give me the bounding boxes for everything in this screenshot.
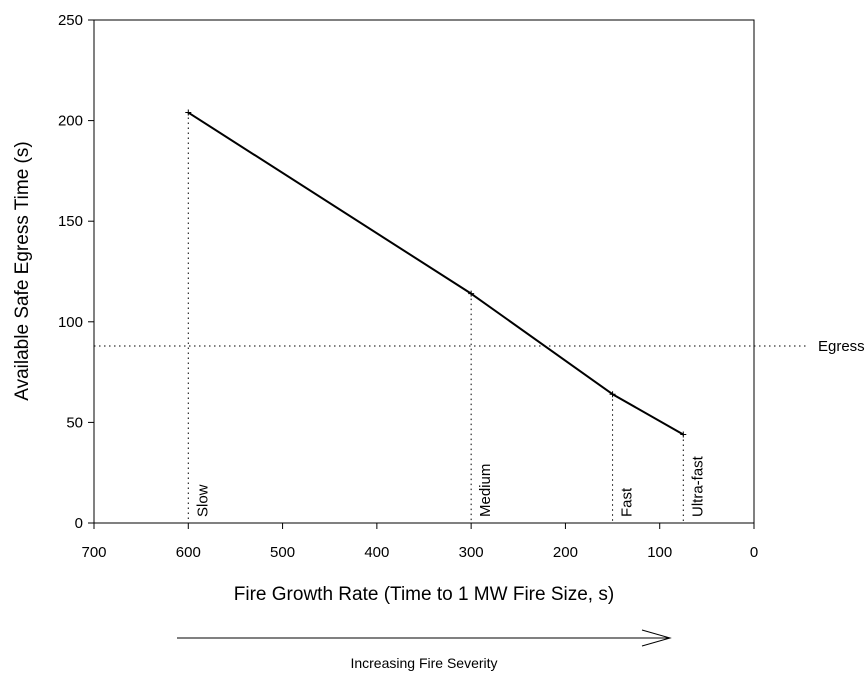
y-tick-label: 0 <box>75 515 83 532</box>
reference-lines: Egress Time <box>94 338 868 355</box>
plot-area-frame <box>93 19 755 524</box>
y-tick-label: 200 <box>58 113 83 130</box>
point-label: Medium <box>477 464 494 517</box>
y-axis-title: Available Safe Egress Time (s) <box>12 141 33 400</box>
point-label: Ultra-fast <box>689 455 706 517</box>
point-label: Slow <box>194 484 211 517</box>
x-tick-label: 500 <box>270 544 295 561</box>
x-tick-label: 0 <box>750 544 758 561</box>
x-tick-label: 700 <box>81 544 106 561</box>
data-point <box>185 109 192 116</box>
x-tick-label: 600 <box>176 544 201 561</box>
y-tick-label: 100 <box>58 314 83 331</box>
series-line <box>187 111 684 436</box>
severity-arrow <box>177 629 672 647</box>
y-tick-label: 250 <box>58 12 83 29</box>
x-tick-label: 200 <box>553 544 578 561</box>
y-tick-label: 50 <box>66 414 83 431</box>
data-point <box>468 290 475 297</box>
x-tick-label: 400 <box>364 544 389 561</box>
severity-arrow-label: Increasing Fire Severity <box>350 655 497 671</box>
point-label: Fast <box>619 487 636 517</box>
x-axis-title: Fire Growth Rate (Time to 1 MW Fire Size… <box>234 584 614 605</box>
egress-time-label: Egress Time <box>818 338 868 355</box>
x-axis-ticks: 700 600 500 400 300 200 100 0 <box>81 523 758 561</box>
drop-lines <box>187 112 684 523</box>
series-group <box>185 109 687 438</box>
data-point <box>680 431 687 438</box>
y-tick-label: 150 <box>58 213 83 230</box>
x-tick-label: 100 <box>647 544 672 561</box>
y-axis-ticks: 0 50 100 150 200 250 <box>58 12 94 532</box>
x-tick-label: 300 <box>459 544 484 561</box>
point-labels: Slow Medium Fast Ultra-fast <box>194 455 706 517</box>
data-point <box>609 391 616 398</box>
severity-arrow-head <box>641 629 672 647</box>
